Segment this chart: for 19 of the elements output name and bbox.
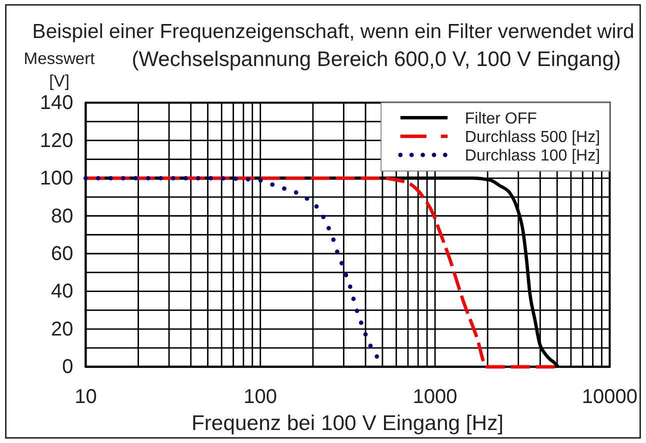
y-tick-label: 40 <box>51 280 74 303</box>
y-tick-label: 60 <box>51 243 74 266</box>
x-tick-label: 10000 <box>582 386 638 408</box>
x-axis-title: Frequenz bei 100 V Eingang [Hz] <box>191 412 504 435</box>
chart-subtitle: (Wechselspannung Bereich 600,0 V, 100 V Eingang) <box>132 48 621 71</box>
y-tick-label: 80 <box>51 205 74 228</box>
x-tick-label: 100 <box>244 386 278 408</box>
y-tick-label: 140 <box>40 92 74 114</box>
legend-label: Filter OFF <box>464 110 538 128</box>
legend-label: Durchlass 500 [Hz] <box>464 128 600 146</box>
y-tick-label: 100 <box>40 168 74 190</box>
y-tick-label: 0 <box>62 356 74 378</box>
y-tick-label: 120 <box>40 130 74 152</box>
legend-label: Durchlass 100 [Hz] <box>464 148 600 164</box>
x-tick-label: 1000 <box>412 386 458 408</box>
x-tick-label: 10 <box>74 386 97 408</box>
y-tick-label: 20 <box>51 318 74 340</box>
chart-title: Beispiel einer Frequenzeigenschaft, wenn ein Filter verwendet wird <box>32 21 634 43</box>
y-axis-title: Messwert [V] <box>24 49 96 91</box>
